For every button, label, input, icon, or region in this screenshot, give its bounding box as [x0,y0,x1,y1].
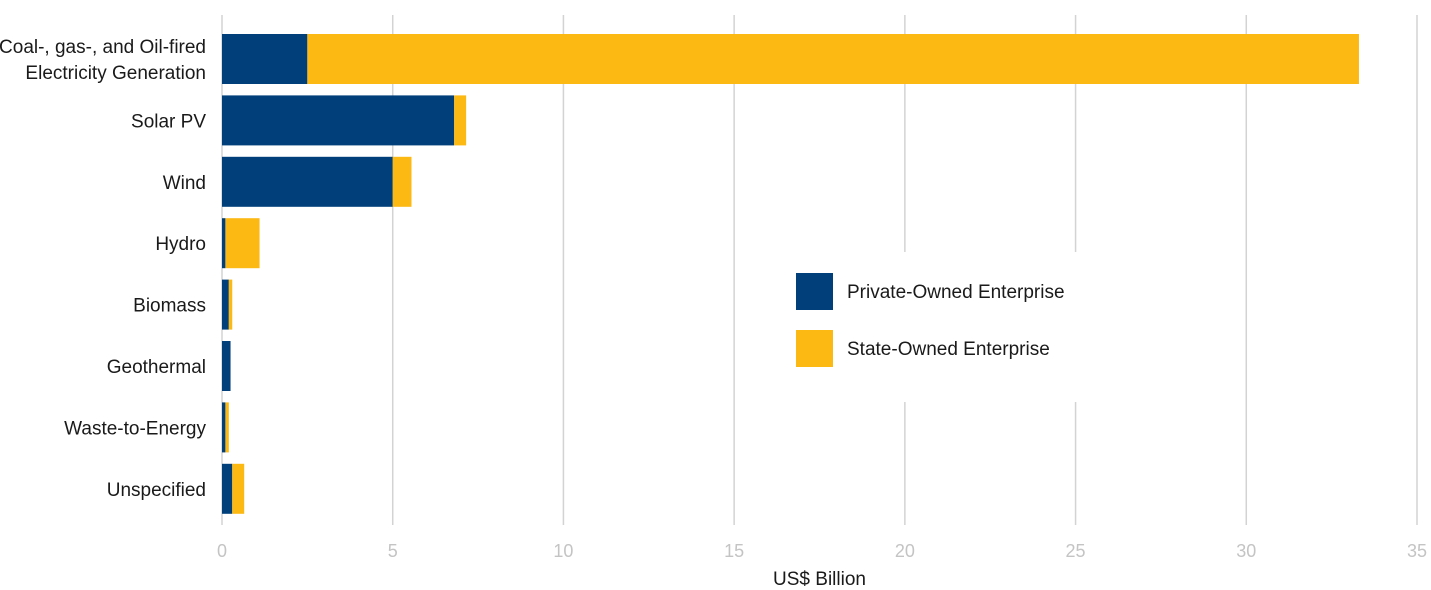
bar-state [225,218,260,269]
bar-private [222,156,393,207]
bar-private [222,463,233,514]
category-label: Coal-, gas-, and Oil-fired Electricity Ge… [0,37,206,84]
legend-swatch-private [796,273,833,310]
x-tick-label: 10 [553,541,573,561]
bar-private [222,218,226,269]
category-labels: Coal-, gas-, and Oil-fired Electricity Ge… [0,37,206,501]
category-label: Hydro [155,234,206,255]
bar-state [232,463,245,514]
category-label: Biomass [133,296,206,317]
x-axis-title: US$ Billion [773,569,866,590]
bar-state [228,279,233,330]
bar-state [225,402,229,453]
bar-private [222,279,229,330]
bar-private [222,95,455,146]
x-tick-label: 15 [724,541,744,561]
legend: Private-Owned Enterprise State-Owned Ent… [780,252,1080,402]
bar-private [222,341,231,391]
legend-swatch-state [796,330,833,367]
bar-private [222,402,226,453]
bar-state [307,34,1359,84]
bar-state [454,95,467,146]
x-tick-label: 5 [388,541,398,561]
category-label: Unspecified [107,480,206,501]
category-label: Wind [163,173,206,194]
bar-private [222,34,308,84]
category-label: Solar PV [131,111,206,132]
legend-label-state: State-Owned Enterprise [847,339,1050,360]
x-tick-label: 25 [1066,541,1086,561]
bar-state [392,156,412,207]
x-tick-label: 35 [1407,541,1427,561]
category-label: Geothermal [107,357,206,378]
x-tick-label: 30 [1236,541,1256,561]
x-tick-labels: 0 5 10 15 20 25 30 35 [217,541,1427,561]
bars [222,34,1359,514]
legend-label-private: Private-Owned Enterprise [847,282,1065,303]
x-tick-label: 0 [217,541,227,561]
x-tick-label: 20 [895,541,915,561]
category-label: Waste-to-Energy [64,418,206,439]
